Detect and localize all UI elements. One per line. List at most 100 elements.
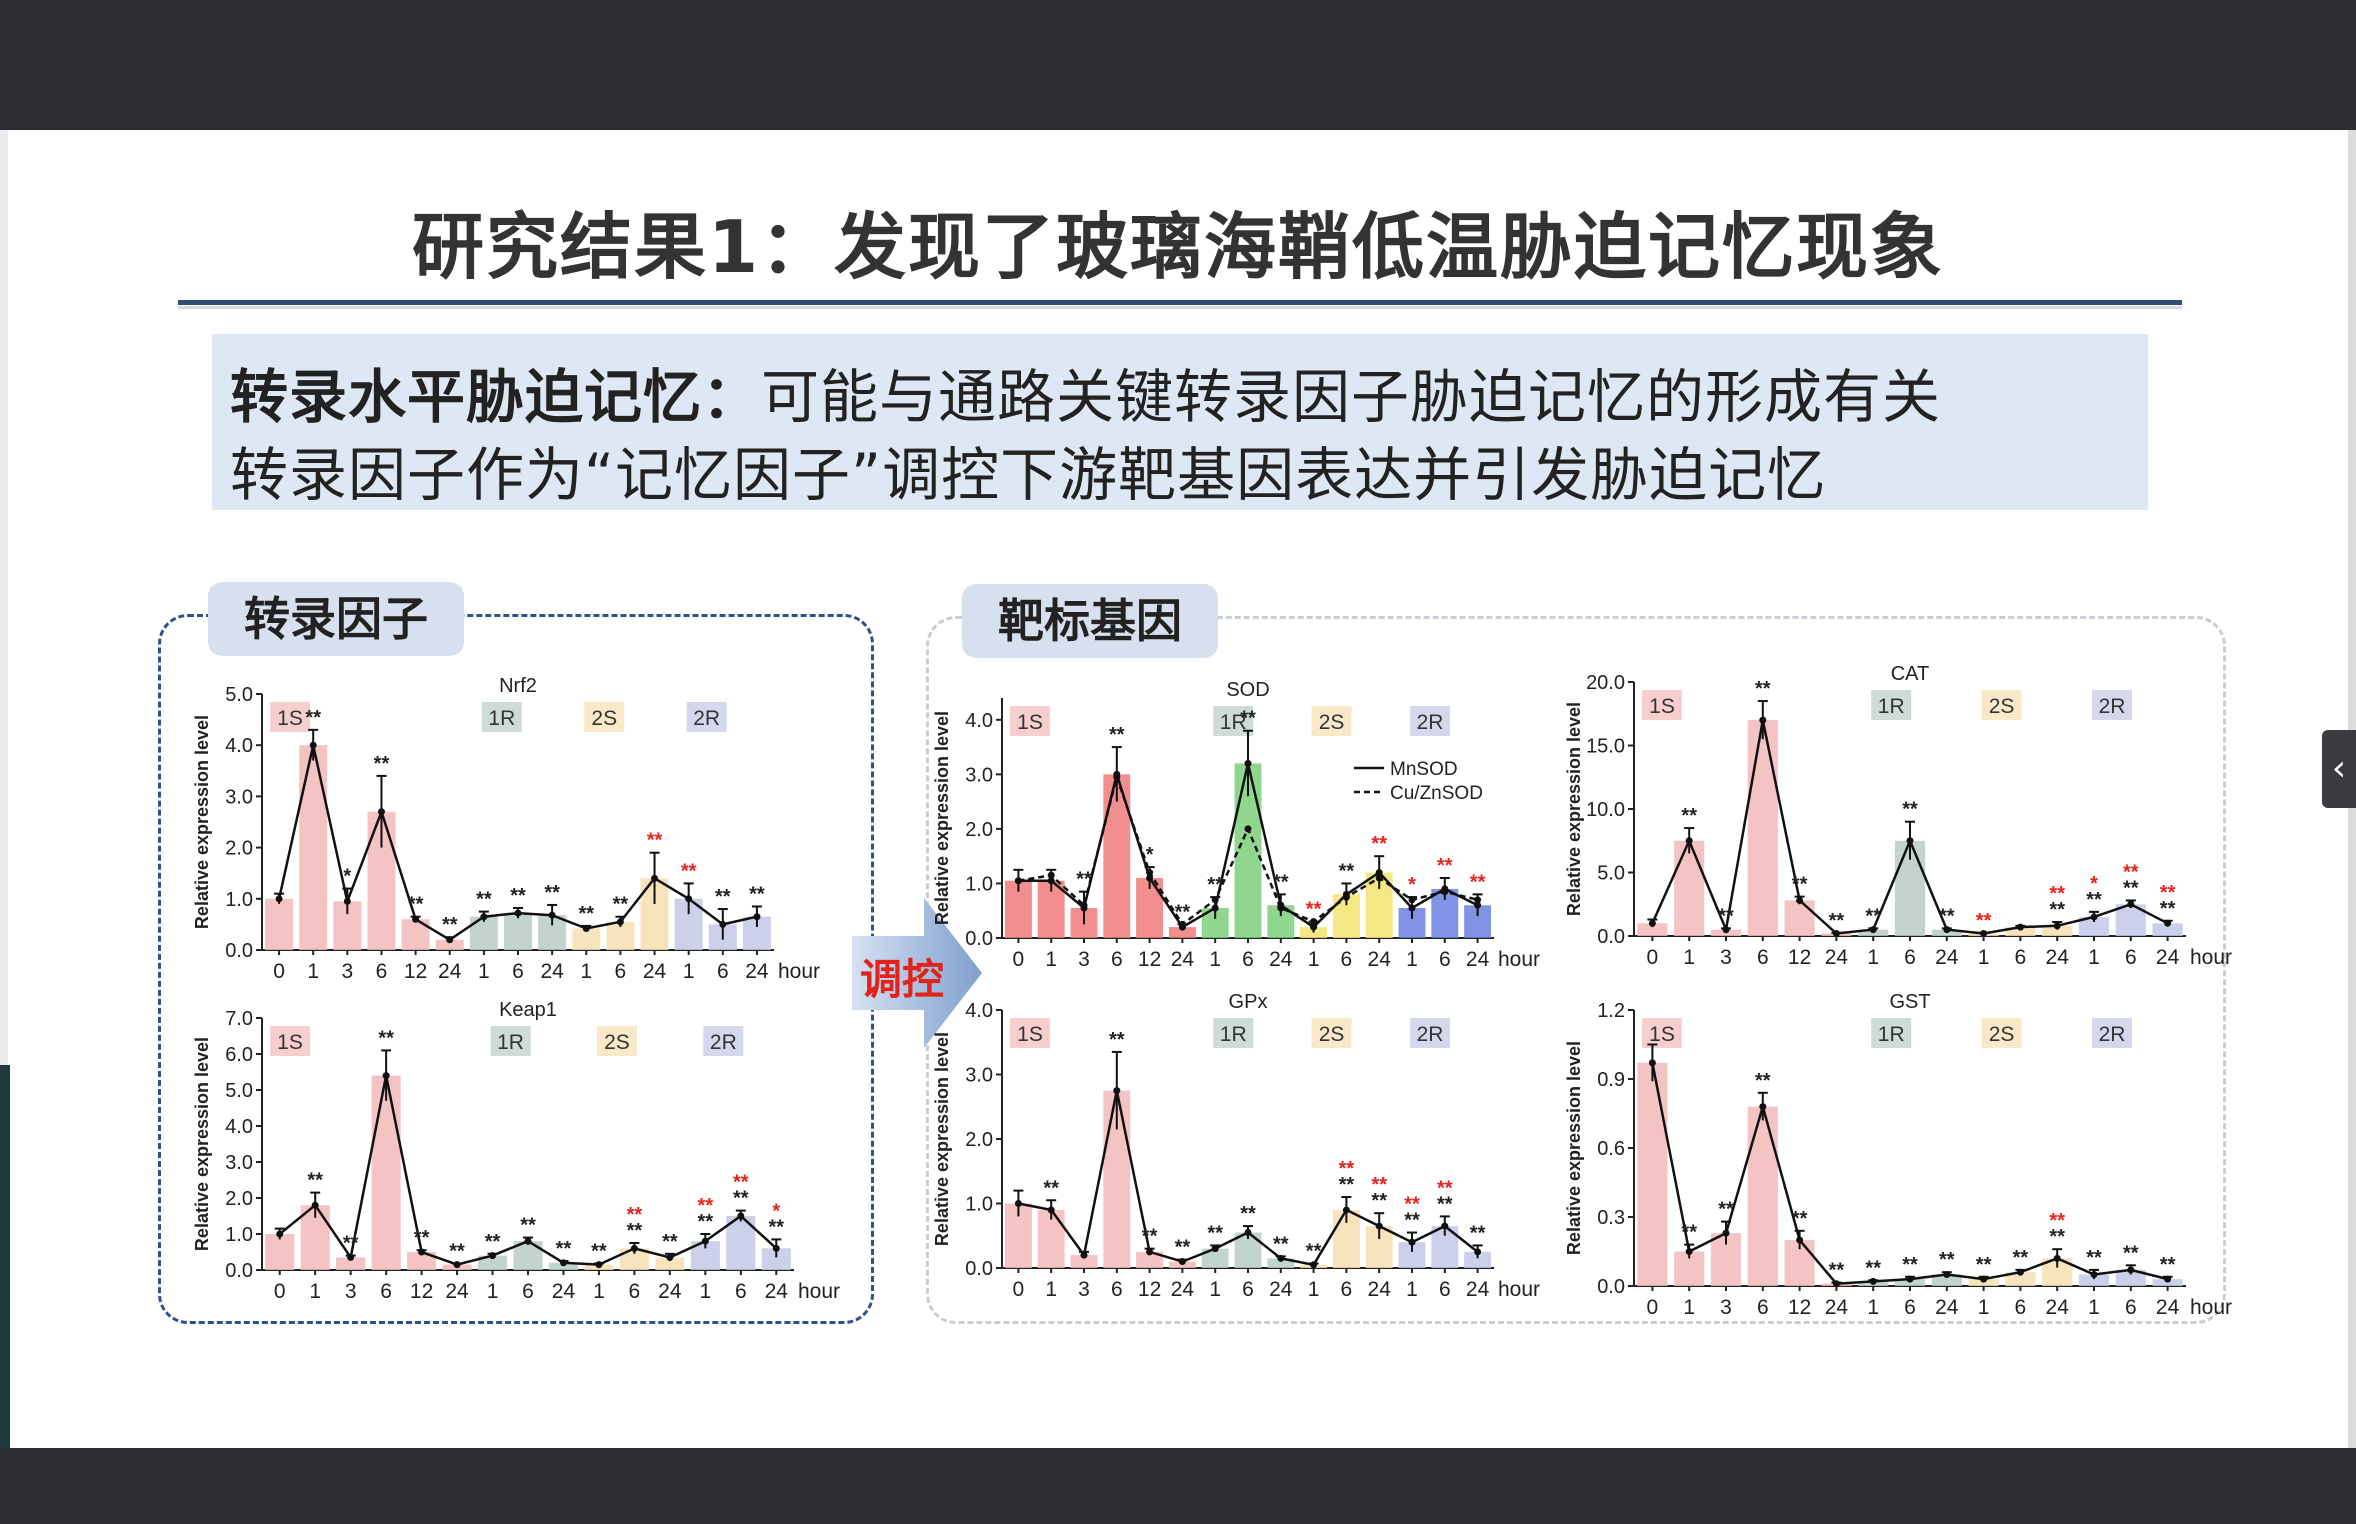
gst-phase-2R: 2R [2099,1023,2126,1046]
cat-sig-2: ** [1718,905,1734,927]
gst-x-unit: hour [2190,1296,2232,1319]
sod-sig-3: ** [1109,724,1125,746]
gst-title: GST [1889,991,1930,1013]
gst-sig-11: ** [2049,1226,2065,1248]
cat-x-tick-label: 24 [1935,946,1959,969]
cat-sig-3: ** [1755,678,1771,700]
keap1-phase-2R: 2R [710,1031,737,1054]
sod-x-tick-label: 24 [1466,948,1490,971]
chevron-left-icon[interactable]: ‹ [2322,730,2356,808]
keap1-x-tick-label: 6 [380,1280,392,1303]
nrf2-sig-8: ** [544,882,560,904]
sod-sig-11: ** [1371,833,1387,855]
nrf2-y-tick-label: 2.0 [225,838,253,860]
gpx-x-tick-label: 0 [1013,1278,1025,1301]
keap1-sig-6: ** [485,1231,501,1253]
nrf2-sig-14: ** [749,883,765,905]
gst-x-tick-label: 3 [1720,1296,1732,1319]
target-gene-label: 靶标基因 [962,584,1218,658]
nrf2-x-tick-label: 6 [512,960,524,983]
nrf2-y-tick-label: 4.0 [225,735,253,757]
nrf2-sig-7: ** [510,885,526,907]
sod-phase-2R: 2R [1417,711,1444,734]
sod-x-tick-label: 1 [1406,948,1418,971]
slide-title: 研究结果1：发现了玻璃海鞘低温胁迫记忆现象 [170,188,2186,293]
keap1-sig-3: ** [378,1027,394,1049]
gpx-sig-13: ** [1437,1193,1453,1215]
description-line-1-bold: 转录水平胁迫记忆： [230,363,761,431]
gpx-sig-11: ** [1371,1190,1387,1212]
cat-x-tick-label: 1 [1867,946,1879,969]
keap1-bar-0 [265,1234,294,1270]
gst-sig-9: ** [1976,1254,1992,1276]
nrf2-x-tick-label: 24 [643,960,667,983]
sod-sig-4: * [1146,844,1154,866]
cat-x-tick-label: 24 [2046,946,2070,969]
gpx-x-tick-label: 6 [1341,1278,1353,1301]
sod-sig-6: ** [1207,874,1223,896]
sod-x-tick-label: 24 [1368,948,1392,971]
gst-bar-3 [1748,1107,1778,1286]
sod-y-tick-label: 0.0 [965,928,993,950]
cat-x-unit: hour [2190,946,2232,969]
gpx-sig-10: ** [1339,1174,1355,1196]
sod-y-tick-label: 2.0 [965,819,993,841]
cat-x-tick-label: 3 [1720,946,1732,969]
nrf2-x-tick-label: 24 [745,960,769,983]
gst-x-tick-label: 6 [2125,1296,2137,1319]
gst-sig-12: ** [2086,1247,2102,1269]
gst-y-tick-label: 0.9 [1597,1069,1625,1091]
keap1-x-tick-label: 24 [445,1280,469,1303]
keap1-y-tick-label: 4.0 [225,1116,253,1138]
nrf2-phase-1S: 1S [277,707,303,730]
keap1-x-tick-label: 1 [309,1280,321,1303]
cat-y-tick-label: 15.0 [1586,736,1625,758]
keap1-x-tick-label: 0 [274,1280,286,1303]
gpx-y-tick-label: 0.0 [965,1258,993,1280]
keap1-x-tick-label: 1 [487,1280,499,1303]
gst-sig-10: ** [2013,1247,2029,1269]
keap1-chart: Keap1Relative expression level0.01.02.03… [190,996,830,1312]
nrf2-sig-9: ** [578,903,594,925]
gst-x-tick-label: 1 [2088,1296,2100,1319]
keap1-y-tick-label: 2.0 [225,1188,253,1210]
gpx-sig-3: ** [1109,1029,1125,1051]
sod-sig-5: ** [1175,901,1191,923]
gst-sig-6: ** [1865,1257,1881,1279]
gpx-y-tick-label: 4.0 [965,1000,993,1022]
cat-x-tick-label: 24 [1825,946,1849,969]
gpx-x-tick-label: 12 [1138,1278,1161,1301]
sod-sig-12: * [1408,874,1416,896]
nrf2-y-tick-label: 3.0 [225,786,253,808]
keap1-sig-9: ** [591,1241,607,1263]
cat-x-tick-label: 1 [2088,946,2100,969]
left-edge-strip [0,1065,10,1448]
nrf2-x-tick-label: 12 [404,960,427,983]
cat-phase-2S: 2S [1989,695,2015,718]
keap1-x-tick-label: 6 [522,1280,534,1303]
cat-bar-3 [1748,720,1778,936]
sod-legend-label-2: Cu/ZnSOD [1390,783,1483,804]
gpx-y-tick-label: 1.0 [965,1194,993,1216]
cat-x-tick-label: 1 [1978,946,1990,969]
cat-title: CAT [1891,663,1930,685]
title-underline [178,300,2182,305]
cat-sig-7: ** [1902,799,1918,821]
gpx-chart: GPxRelative expression level0.01.02.03.0… [930,988,1530,1310]
sod-x-tick-label: 6 [1242,948,1254,971]
nrf2-x-tick-label: 6 [615,960,627,983]
sod-chart: SODRelative expression level0.01.02.03.0… [930,676,1530,980]
gpx-x-tick-label: 3 [1078,1278,1090,1301]
cat-sig-14: ** [2160,898,2176,920]
keap1-y-tick-label: 0.0 [225,1260,253,1282]
cat-x-tick-label: 1 [1683,946,1695,969]
sod-y-tick-label: 4.0 [965,710,993,732]
sod-x-unit: hour [1498,948,1540,971]
window-top-bar [0,0,2356,130]
gpx-x-tick-label: 24 [1269,1278,1293,1301]
cat-sig-11: ** [2049,899,2065,921]
gpx-x-tick-label: 24 [1466,1278,1490,1301]
nrf2-bar-7 [504,913,532,950]
gst-x-tick-label: 6 [2015,1296,2027,1319]
gst-phase-2S: 2S [1989,1023,2015,1046]
